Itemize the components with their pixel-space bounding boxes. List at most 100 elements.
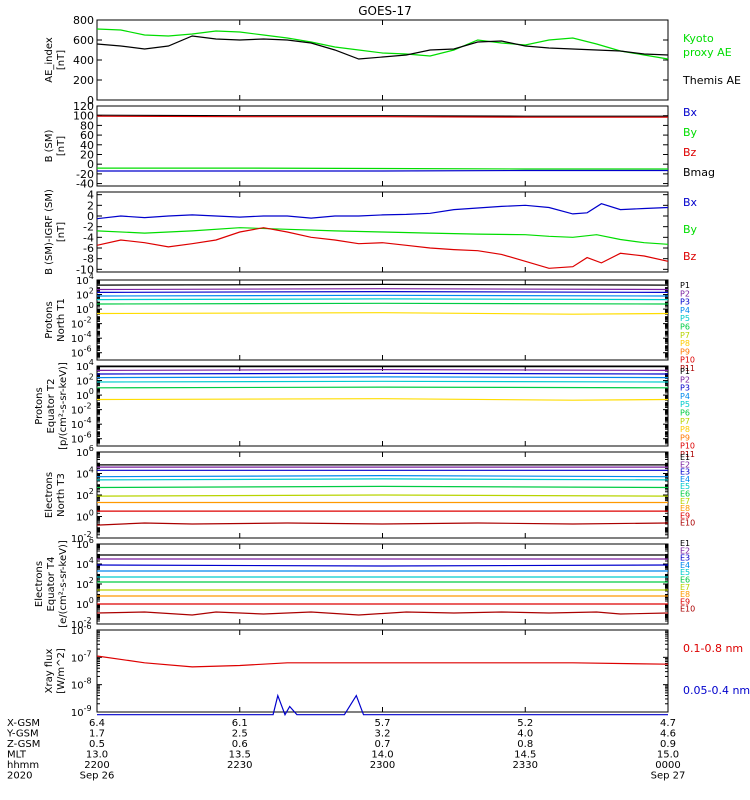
legend-entry: E7	[680, 497, 690, 506]
y-tick-exponent: 0	[89, 387, 94, 396]
y-tick-label: -4	[83, 231, 94, 244]
x-axis-value: 4.0	[517, 729, 533, 740]
x-axis-value: 2.5	[232, 729, 248, 740]
legend-entry: P1	[680, 281, 690, 290]
y-tick-label: 10	[71, 435, 84, 446]
y-axis-label: Protons	[34, 387, 45, 424]
legend-entry: Themis AE	[682, 74, 741, 87]
series-e7	[96, 494, 669, 497]
x-axis-value: 0.7	[375, 739, 391, 750]
x-axis-row-label: Y-GSM	[6, 729, 39, 740]
x-axis-value: 4.7	[660, 718, 676, 729]
x-axis-row-label: hhmm	[7, 760, 39, 771]
y-tick-label: 10	[76, 377, 89, 388]
legend-entry: P11	[680, 450, 695, 459]
x-axis-value: 15.0	[657, 750, 679, 761]
series-themis-ae	[96, 35, 669, 60]
y-tick-label: 0	[87, 94, 94, 107]
legend-entry: P5	[680, 314, 690, 323]
legend-entry: P3	[680, 384, 690, 393]
y-tick-label: 100	[73, 110, 94, 123]
panel-frame	[96, 105, 669, 187]
legend-entry: P2	[680, 375, 690, 384]
series-0-1-0-8-nm	[96, 655, 669, 668]
x-axis-value: 5.7	[375, 718, 391, 729]
x-axis-value: 0000	[655, 760, 680, 771]
series-p2	[96, 288, 669, 291]
legend-entry: E10	[680, 605, 695, 614]
x-axis-row-label: X-GSM	[7, 718, 40, 729]
y-tick-exponent: 2	[89, 373, 94, 382]
y-tick-label: -2	[83, 221, 94, 234]
y-axis-label: North T1	[56, 298, 67, 342]
x-axis-row-label: Z-GSM	[7, 739, 40, 750]
y-tick-label: 10	[76, 305, 89, 316]
y-tick-label: 4	[87, 189, 94, 202]
series-by	[97, 167, 668, 170]
y-tick-label: 10	[71, 708, 84, 719]
y-tick-label: 10	[76, 513, 89, 524]
legend-entry: E3	[680, 468, 690, 477]
y-tick-exponent: 0	[89, 301, 94, 310]
x-axis-value: 6.4	[89, 718, 105, 729]
y-tick-label: 0	[87, 210, 94, 223]
series-e10	[96, 522, 669, 526]
y-tick-label: 10	[76, 276, 89, 287]
series-p1	[96, 283, 669, 286]
x-axis-value: 14.0	[371, 750, 393, 761]
y-tick-exponent: 4	[89, 272, 94, 281]
series-e5	[96, 478, 669, 481]
legend-entry: E4	[680, 561, 690, 570]
y-tick-label: 10	[71, 420, 84, 431]
legend-entry: P9	[680, 433, 690, 442]
y-tick-label: -20	[76, 168, 94, 181]
y-tick-exponent: 2	[89, 287, 94, 296]
y-tick-label: -6	[83, 242, 94, 255]
y-tick-exponent: -7	[84, 649, 92, 658]
y-tick-exponent: -4	[84, 330, 92, 339]
y-tick-label: 10	[76, 470, 89, 481]
legend-entry: E8	[680, 590, 690, 599]
x-axis-value: 5.2	[517, 718, 533, 729]
y-tick-label: 10	[71, 349, 84, 360]
legend-entry: P7	[680, 417, 690, 426]
y-tick-exponent: -9	[84, 704, 92, 713]
y-tick-label: 10	[76, 362, 89, 373]
legend-entry: P6	[680, 409, 690, 418]
y-axis-label: Electrons	[44, 472, 55, 518]
series-p7	[96, 312, 669, 315]
y-tick-label: 40	[80, 139, 94, 152]
y-tick-exponent: -6	[84, 431, 92, 440]
legend-entry: By	[683, 223, 698, 236]
y-tick-label: 80	[80, 119, 94, 132]
series-0-05-0-4-nm	[97, 693, 668, 717]
y-tick-label: -10	[76, 263, 94, 276]
x-axis-value: 3.2	[375, 729, 391, 740]
y-tick-label: -8	[83, 253, 94, 266]
x-axis-value: Sep 26	[80, 771, 115, 782]
x-axis-row-label: 2020	[7, 771, 32, 782]
y-tick-label: -40	[76, 178, 94, 191]
x-axis-value: 0.5	[89, 739, 105, 750]
series-p5	[96, 298, 669, 301]
legend-entry: Kyoto	[683, 32, 714, 45]
x-axis-value: 13.5	[229, 750, 251, 761]
legend-entry: proxy AE	[683, 46, 732, 59]
y-axis-label: AE_index	[44, 37, 55, 83]
series-e6	[96, 485, 669, 489]
y-tick-exponent: -2	[84, 530, 92, 539]
y-tick-label: 10	[76, 540, 89, 551]
y-axis-label: North T3	[56, 473, 67, 517]
y-tick-label: 60	[80, 129, 94, 142]
legend-entry: P3	[680, 298, 690, 307]
y-tick-label: 2	[87, 199, 94, 212]
y-axis-label: [p/(cm²-s-sr-keV)]	[58, 362, 69, 450]
legend-entry: Bz	[683, 250, 697, 263]
y-tick-label: 10	[71, 653, 84, 664]
x-axis-value: 2200	[84, 760, 109, 771]
x-axis-value: 1.7	[89, 729, 105, 740]
y-axis-label: Equator T4	[46, 557, 57, 612]
x-axis-value: 2300	[370, 760, 395, 771]
